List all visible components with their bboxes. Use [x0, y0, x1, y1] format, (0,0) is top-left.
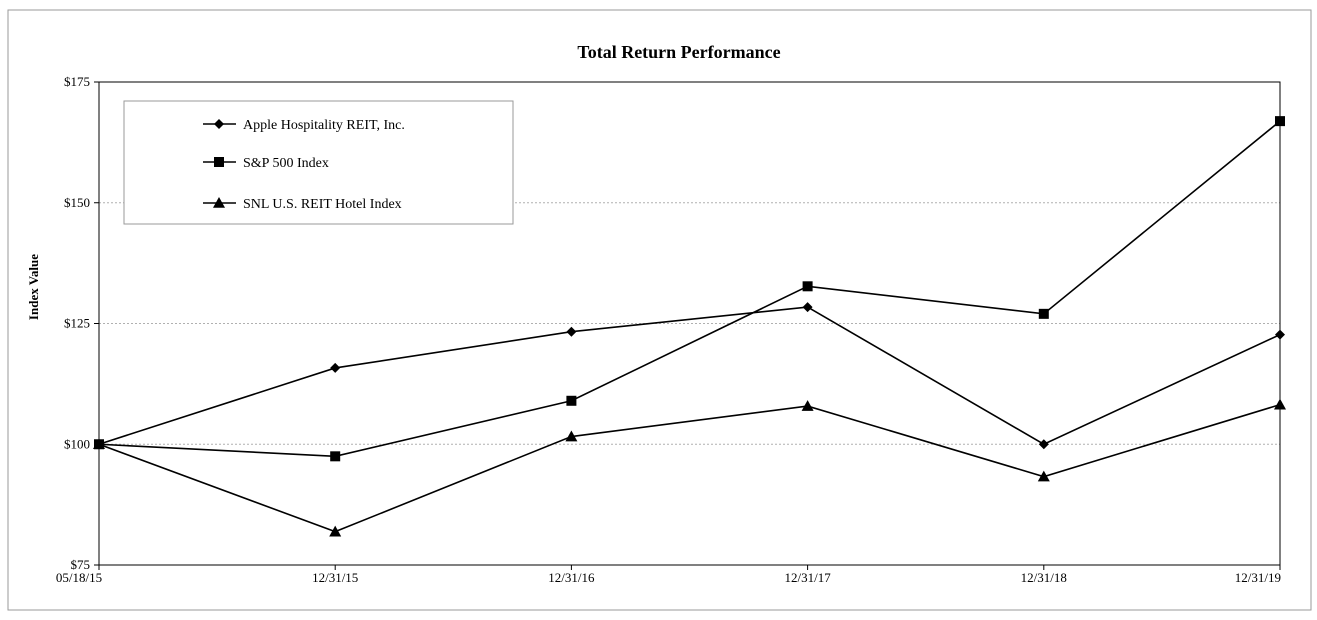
chart-title: Total Return Performance [577, 42, 780, 62]
y-tick-label: $100 [64, 436, 90, 451]
legend-square-marker [214, 157, 224, 167]
series-markers [93, 116, 1286, 537]
square-marker [330, 451, 341, 462]
diamond-marker [802, 302, 813, 313]
x-tick-labels: 05/18/15 12/31/15 12/31/16 12/31/17 12/31/18… [56, 570, 1281, 585]
diamond-marker [330, 362, 341, 373]
diamond-marker [1275, 329, 1285, 340]
series-line [98, 306, 1281, 446]
triangle-marker [565, 430, 578, 442]
plot-area-border [98, 81, 1281, 566]
triangle-marker [93, 438, 105, 450]
triangle-marker [1037, 470, 1050, 482]
x-tick-label: 12/31/15 [312, 570, 358, 585]
square-marker [802, 281, 813, 292]
x-tick-label: 12/31/19 [1235, 570, 1281, 585]
y-tick-label: $175 [64, 74, 90, 89]
x-tick-label: 12/31/17 [784, 570, 831, 585]
outer-border [7, 9, 1312, 611]
y-axis-label: Index Value [26, 254, 41, 320]
y-tick-label: $125 [64, 316, 90, 331]
square-marker [566, 395, 577, 406]
triangle-marker [329, 525, 342, 537]
diamond-marker [566, 326, 577, 337]
legend-label: Apple Hospitality REIT, Inc. [243, 118, 405, 133]
diamond-marker [1038, 439, 1049, 450]
square-marker [1038, 308, 1049, 319]
legend-diamond-marker [214, 119, 224, 129]
legend-label: SNL U.S. REIT Hotel Index [243, 197, 402, 212]
y-tick-label: $75 [71, 557, 91, 572]
legend-box [123, 100, 514, 225]
axes [94, 81, 1281, 570]
legend-label: S&P 500 Index [243, 156, 329, 171]
series-line [98, 120, 1281, 458]
x-tick-label: 05/18/15 [56, 570, 102, 585]
legend: Apple Hospitality REIT, Inc. S&P 500 Inde… [123, 100, 514, 225]
triangle-marker [801, 400, 814, 411]
legend-items: Apple Hospitality REIT, Inc. S&P 500 Inde… [203, 118, 405, 212]
series-line [98, 403, 1281, 533]
y-tick-labels: $75 $100 $125 $150 $175 [64, 74, 90, 572]
legend-triangle-marker [213, 197, 225, 208]
series-lines [98, 120, 1281, 533]
x-tick-label: 12/31/16 [548, 570, 595, 585]
x-tick-label: 12/31/18 [1021, 570, 1067, 585]
y-tick-label: $150 [64, 195, 90, 210]
square-marker [1275, 116, 1285, 127]
triangle-marker [1274, 398, 1286, 410]
